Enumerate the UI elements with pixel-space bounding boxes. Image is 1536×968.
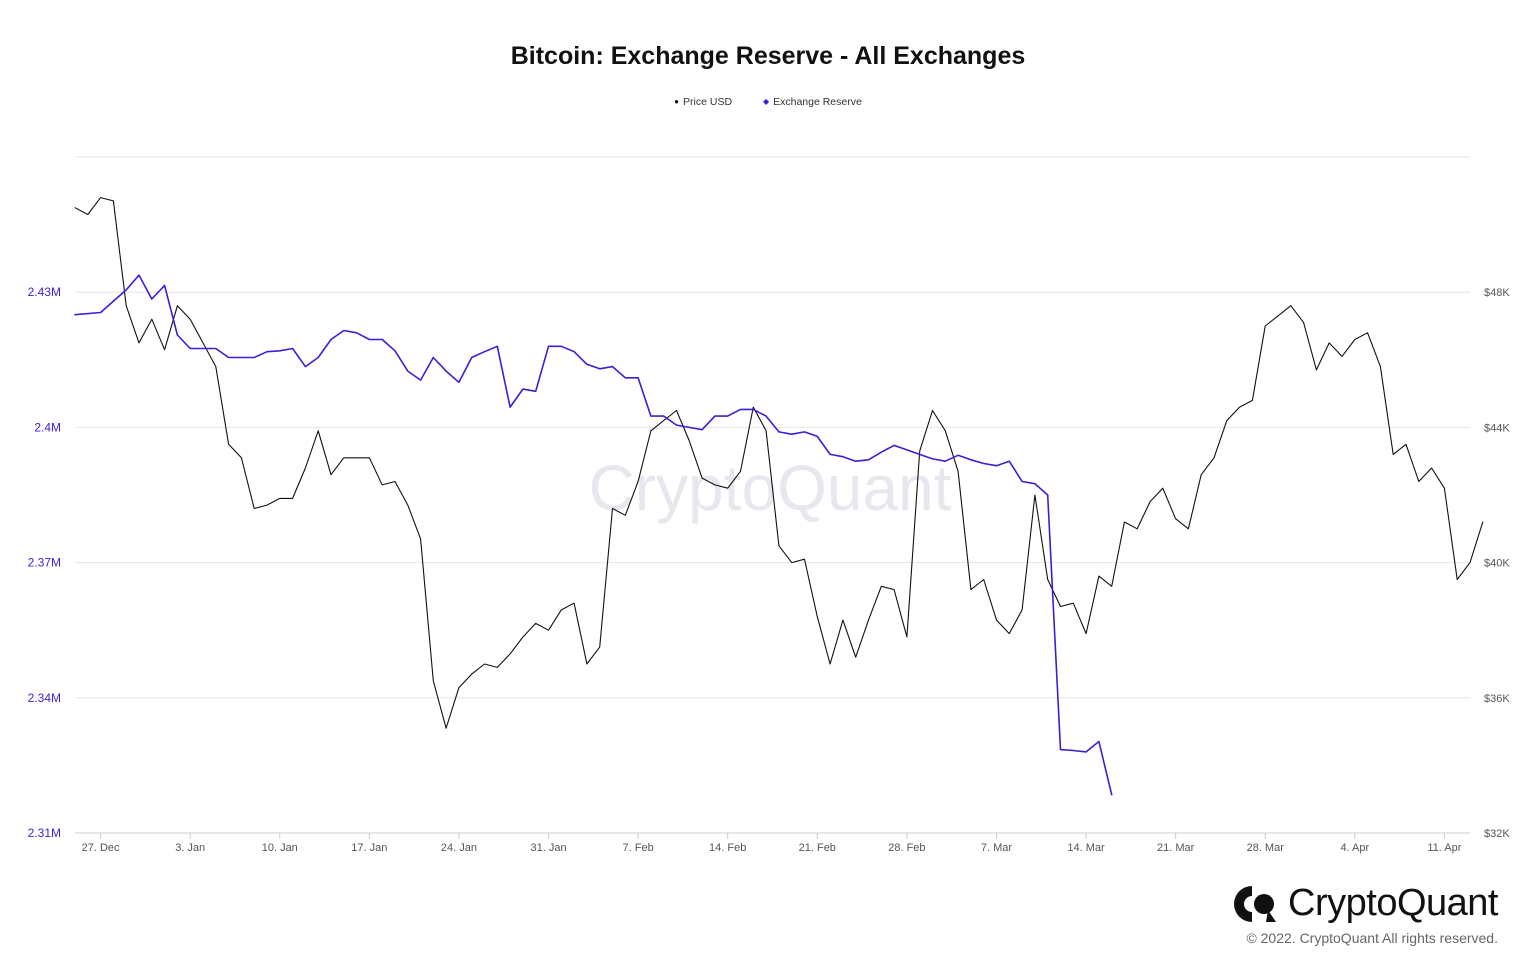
left-axis-tick-label: 2.37M: [28, 556, 61, 570]
grid-lines: [75, 156, 1470, 834]
x-axis-tick-label: 21. Feb: [799, 842, 836, 854]
x-axis-tick-label: 31. Jan: [530, 842, 566, 854]
left-axis-tick-label: 2.4M: [34, 420, 61, 434]
x-axis-tick-label: 24. Jan: [441, 842, 477, 854]
legend-marker-reserve: ◆: [762, 97, 770, 106]
left-axis-tick-label: 2.31M: [28, 826, 61, 840]
price-usd-line: [74, 197, 1484, 729]
x-axis-tick-label: 27. Dec: [82, 842, 120, 854]
left-axis-tick-label: 2.43M: [28, 285, 61, 299]
axes: 2.31M 2.34M 2.37M 2.4M 2.43M $32K $36K $40K $44K…: [28, 285, 1511, 854]
x-axis-tick-label: 7. Mar: [981, 842, 1013, 854]
x-axis-tick-label: 14. Feb: [709, 842, 746, 854]
x-axis-tick-label: 7. Feb: [623, 842, 654, 854]
x-axis-tick-label: 14. Mar: [1067, 842, 1105, 854]
left-axis-tick-label: 2.34M: [28, 691, 61, 705]
x-axis-tick-label: 21. Mar: [1157, 842, 1195, 854]
right-axis-tick-label: $36K: [1484, 693, 1510, 705]
x-axis-tick-label: 11. Apr: [1427, 842, 1461, 854]
brand-logo-block: CryptoQuant: [1232, 882, 1498, 925]
x-axis-tick-label: 28. Mar: [1247, 842, 1285, 854]
cryptoquant-logo-icon: [1234, 885, 1277, 922]
right-axis-tick-label: $32K: [1484, 828, 1510, 840]
legend-marker-price: ●: [674, 97, 680, 106]
x-axis-tick-label: 17. Jan: [351, 842, 387, 854]
legend-label-price: Price USD: [683, 96, 733, 108]
right-axis-tick-label: $44K: [1484, 422, 1510, 434]
right-axis-tick-label: $40K: [1484, 558, 1510, 570]
x-axis-tick-label: 28. Feb: [888, 842, 925, 854]
x-axis-tick-label: 4. Apr: [1340, 842, 1369, 854]
right-axis-tick-label: $48K: [1484, 287, 1510, 299]
chart-title: Bitcoin: Exchange Reserve - All Exchange…: [510, 42, 1026, 70]
legend-item-price[interactable]: ● Price USD: [674, 96, 732, 108]
legend: ● Price USD ◆ Exchange Reserve: [0, 96, 1536, 108]
x-axis-tick-label: 10. Jan: [262, 842, 298, 854]
legend-label-reserve: Exchange Reserve: [773, 96, 862, 108]
legend-item-reserve[interactable]: ◆ Exchange Reserve: [763, 96, 862, 108]
x-axis-tick-label: 3. Jan: [175, 842, 205, 854]
brand-name: CryptoQuant: [1288, 882, 1498, 924]
series-layer: [74, 197, 1484, 796]
copyright-text: © 2022. CryptoQuant All rights reserved.: [1246, 930, 1498, 946]
exchange-reserve-line: [74, 274, 1113, 796]
